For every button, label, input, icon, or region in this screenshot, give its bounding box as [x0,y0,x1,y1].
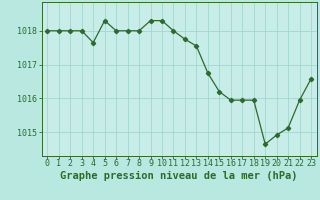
X-axis label: Graphe pression niveau de la mer (hPa): Graphe pression niveau de la mer (hPa) [60,171,298,181]
